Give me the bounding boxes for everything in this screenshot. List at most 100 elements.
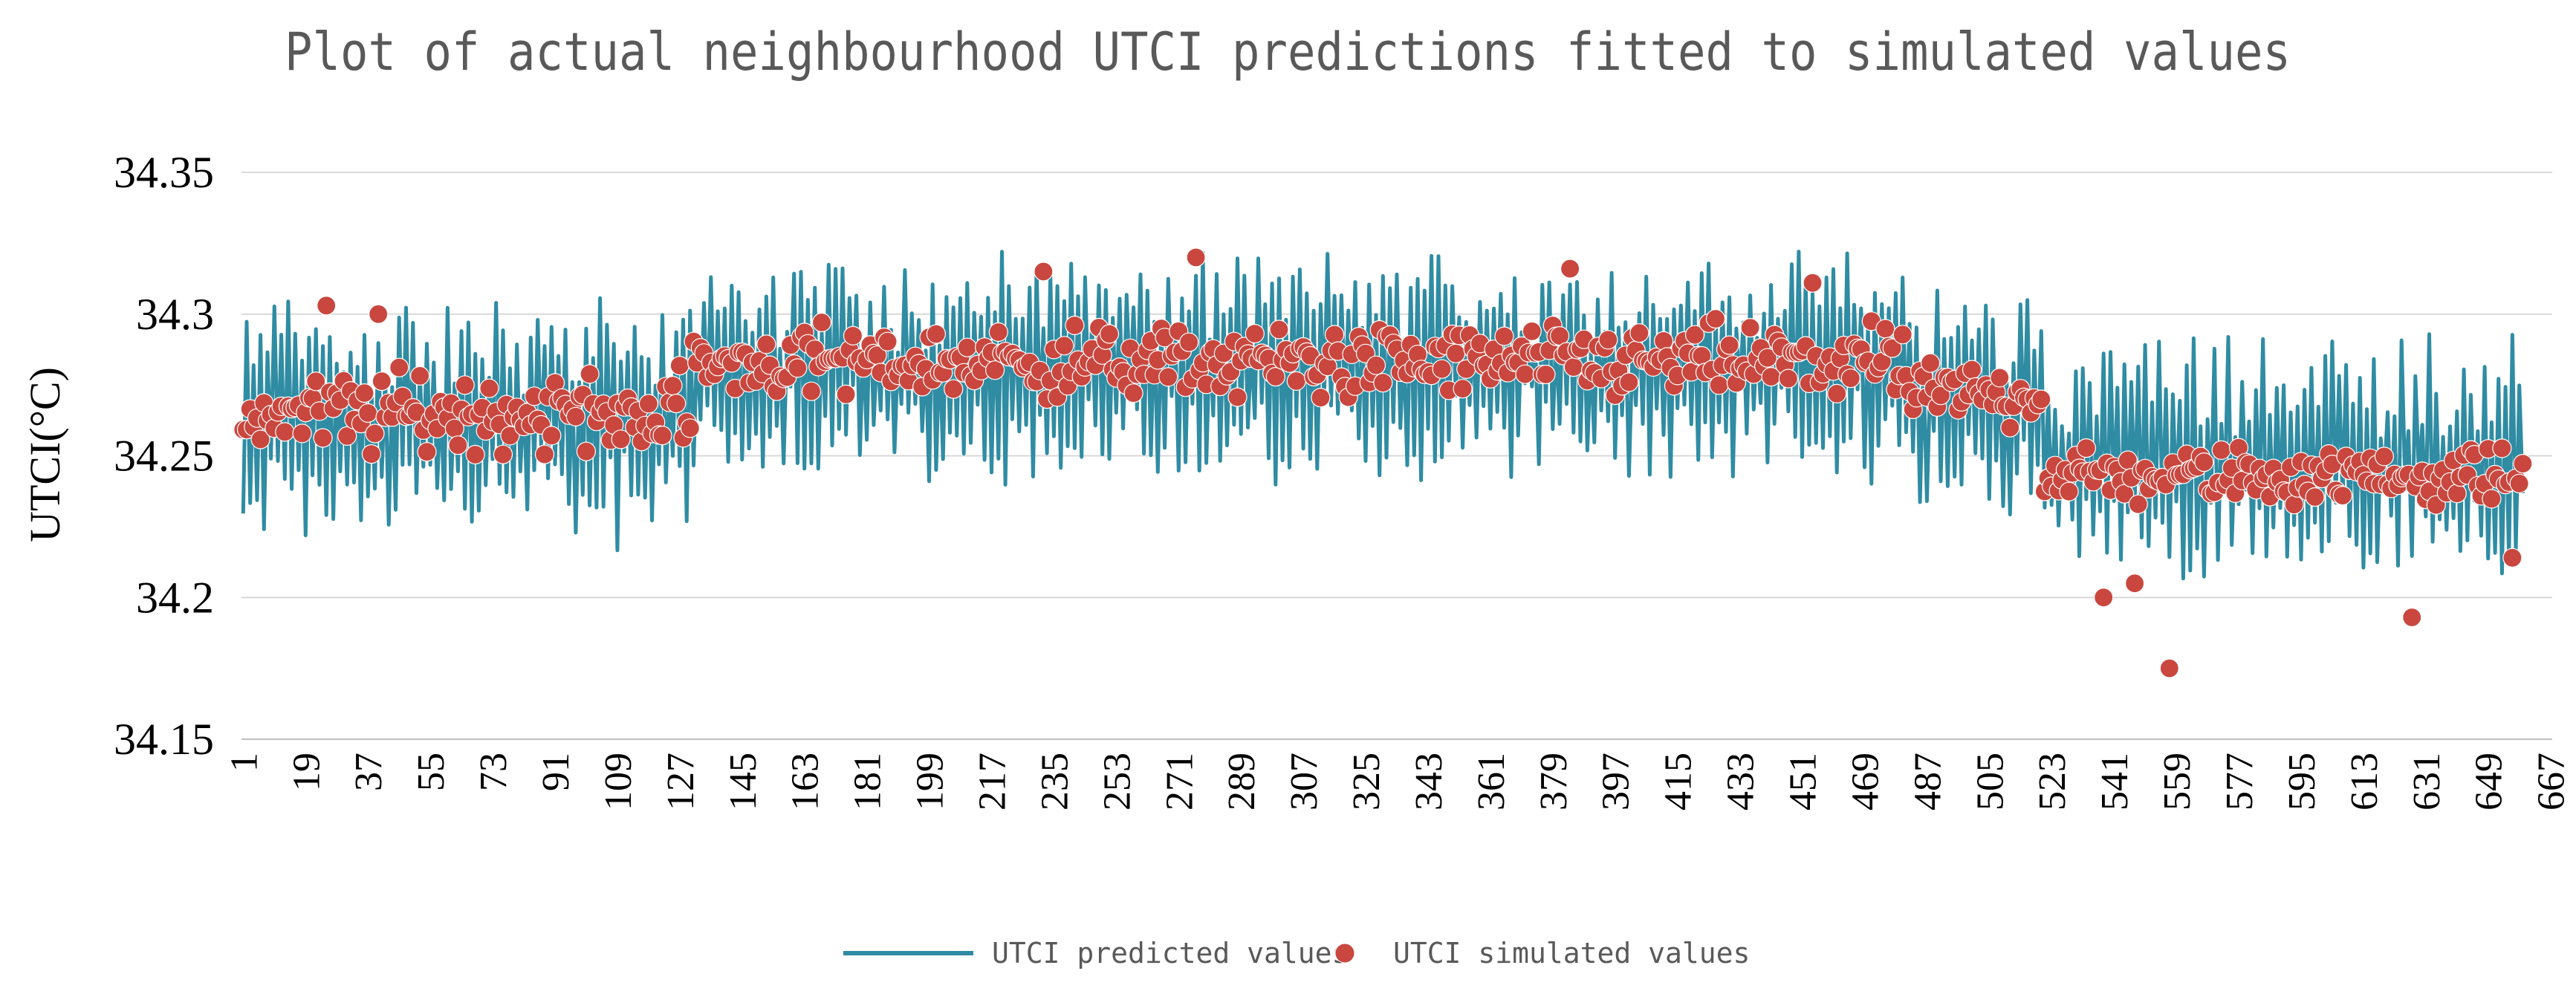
- data-point-simulated: [1709, 375, 1729, 395]
- data-point-simulated: [580, 364, 600, 384]
- data-point-simulated: [877, 331, 898, 351]
- data-point-simulated: [565, 406, 586, 426]
- data-point-simulated: [984, 360, 1005, 380]
- data-point-simulated: [756, 334, 776, 354]
- data-point-simulated: [2076, 438, 2096, 458]
- data-point-simulated: [1269, 319, 1289, 340]
- y-tick-label: 34.25: [114, 432, 214, 481]
- data-point-simulated: [1286, 371, 1306, 392]
- x-tick-label: 595: [2281, 753, 2323, 811]
- y-tick-label: 34.15: [114, 715, 214, 764]
- data-point-simulated: [1265, 367, 1285, 387]
- data-point-simulated: [292, 423, 312, 444]
- data-point-simulated: [1311, 388, 1331, 408]
- data-point-simulated: [611, 429, 631, 449]
- data-point-simulated: [1719, 335, 1739, 355]
- data-point-simulated: [2031, 389, 2051, 409]
- data-point-simulated: [250, 429, 270, 449]
- data-point-simulated: [417, 442, 437, 462]
- x-tick-label: 523: [2031, 753, 2074, 811]
- data-point-simulated: [306, 371, 326, 392]
- x-tick-label: 1: [223, 753, 265, 772]
- data-point-simulated: [358, 403, 378, 423]
- data-point-simulated: [1705, 309, 1726, 329]
- data-point-simulated: [500, 426, 520, 446]
- x-tick-label: 55: [410, 753, 452, 791]
- y-tick-label: 34.35: [114, 148, 214, 197]
- y-tick-label: 34.2: [136, 573, 214, 622]
- data-point-simulated: [542, 426, 562, 446]
- data-point-simulated: [1653, 331, 1674, 351]
- data-point-simulated: [1123, 383, 1143, 403]
- data-point-simulated: [1054, 336, 1074, 356]
- data-point-simulated: [2402, 607, 2422, 628]
- data-point-simulated: [1619, 372, 1639, 392]
- x-tick-label: 469: [1844, 753, 1886, 811]
- data-point-simulated: [361, 444, 381, 464]
- data-point-simulated: [389, 357, 409, 377]
- x-tick-label: 73: [473, 753, 515, 791]
- data-point-simulated: [1840, 368, 1860, 389]
- data-point-simulated: [944, 379, 964, 399]
- data-point-simulated: [313, 428, 333, 448]
- chart-title: Plot of actual neighbourhood UTCI predic…: [285, 22, 2291, 82]
- x-tick-label: 343: [1408, 753, 1450, 811]
- data-point-simulated: [317, 296, 337, 316]
- data-point-simulated: [2332, 485, 2352, 506]
- data-point-simulated: [663, 375, 683, 396]
- data-point-simulated: [926, 324, 947, 344]
- x-tick-label: 667: [2531, 753, 2573, 811]
- data-point-simulated: [1684, 325, 1705, 345]
- data-point-simulated: [576, 441, 597, 461]
- data-point-simulated: [1522, 321, 1542, 341]
- x-tick-label: 199: [909, 753, 952, 811]
- data-point-simulated: [1921, 353, 1941, 373]
- data-point-simulated: [1598, 330, 1618, 350]
- data-point-simulated: [1373, 373, 1393, 393]
- data-point-simulated: [2374, 446, 2394, 467]
- x-tick-label: 217: [971, 753, 1013, 811]
- data-point-simulated: [2502, 548, 2523, 568]
- data-point-simulated: [2000, 418, 2020, 438]
- gridlines: [241, 172, 2552, 740]
- data-point-simulated: [666, 393, 687, 414]
- data-point-simulated: [2159, 658, 2179, 678]
- x-tick-label: 487: [1907, 753, 1949, 811]
- x-tick-label: 253: [1096, 753, 1138, 811]
- data-point-simulated: [365, 423, 385, 444]
- x-tick-label: 127: [660, 753, 702, 811]
- data-point-simulated: [1536, 364, 1556, 385]
- x-tick-label: 451: [1782, 753, 1825, 811]
- data-point-simulated: [988, 322, 1008, 342]
- x-tick-label: 505: [1969, 753, 2011, 811]
- legend-marker-simulated: [1334, 943, 1355, 964]
- data-point-simulated: [2059, 481, 2079, 501]
- x-tick-label: 631: [2406, 753, 2448, 811]
- data-point-simulated: [493, 444, 513, 464]
- data-point-simulated: [2492, 438, 2512, 458]
- x-tick-label: 109: [597, 753, 640, 811]
- data-point-simulated: [369, 304, 389, 324]
- data-point-simulated: [669, 356, 690, 376]
- x-tick-label: 577: [2219, 753, 2261, 811]
- data-point-simulated: [1324, 325, 1345, 345]
- data-point-simulated: [1892, 325, 1912, 345]
- data-point-simulated: [957, 337, 977, 357]
- data-point-simulated: [534, 444, 555, 464]
- data-point-simulated: [1882, 338, 1902, 358]
- data-point-simulated: [479, 378, 499, 398]
- data-point-simulated: [1099, 324, 1120, 344]
- data-point-simulated: [2447, 484, 2467, 504]
- data-point-simulated: [1034, 262, 1054, 282]
- x-tick-label: 649: [2468, 753, 2511, 811]
- x-tick-label: 559: [2156, 753, 2199, 811]
- data-point-simulated: [1563, 357, 1583, 377]
- data-point-simulated: [2513, 453, 2533, 474]
- data-point-simulated: [2284, 495, 2304, 515]
- data-point-simulated: [788, 358, 808, 378]
- data-point-simulated: [354, 383, 374, 403]
- data-point-simulated: [1740, 318, 1760, 338]
- x-tick-label: 415: [1658, 753, 1700, 811]
- data-point-simulated: [843, 325, 863, 345]
